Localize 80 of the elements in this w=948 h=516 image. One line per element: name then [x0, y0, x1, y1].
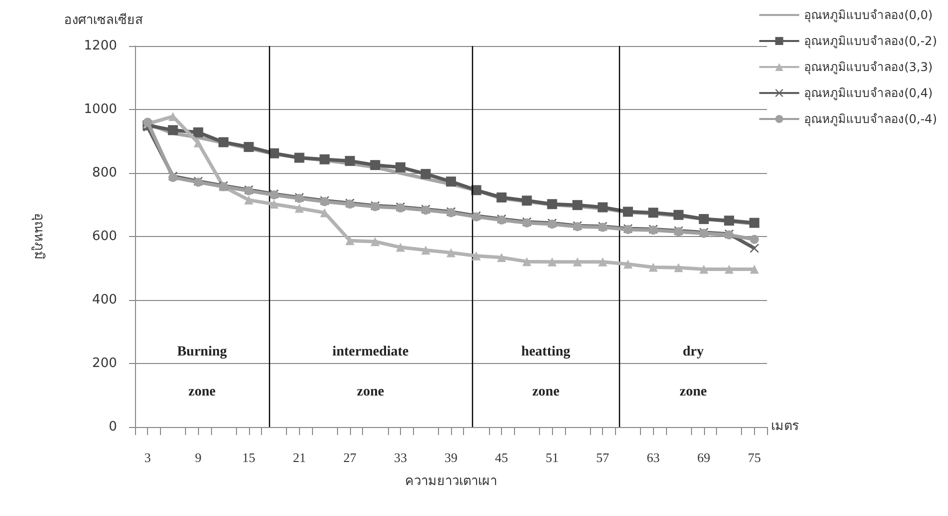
point	[270, 200, 279, 209]
point	[724, 216, 734, 226]
legend-label: อุณหภูมิแบบจำลอง(0,0)	[804, 8, 933, 23]
point	[547, 199, 558, 210]
x-tick-label: 69	[697, 450, 710, 465]
text: Burning zone	[177, 344, 227, 400]
point	[269, 148, 280, 158]
x-axis-title: ความยาวเตาเผา	[405, 474, 497, 489]
x-tick-label: 57	[596, 450, 610, 465]
point	[194, 138, 203, 148]
point	[294, 204, 304, 213]
legend-label: อุณหภูมิแบบจำลอง(0,-4)	[804, 112, 938, 127]
point	[548, 257, 557, 266]
y-tick-label: 200	[92, 356, 117, 371]
x-tick-label: 15	[242, 450, 256, 465]
text: intermediate zone	[332, 344, 409, 400]
point	[750, 234, 759, 244]
text: dry zone	[680, 344, 707, 400]
point	[446, 248, 456, 258]
point	[674, 263, 684, 272]
point	[598, 257, 608, 266]
x-tick-label: 75	[748, 450, 761, 465]
x-tick-label: 63	[646, 450, 660, 465]
point	[472, 251, 481, 260]
point	[446, 176, 456, 187]
x-tick-label: 21	[292, 450, 306, 465]
x-tick-label: 3	[144, 450, 151, 465]
legend-label: อุณหภูมิแบบจำลอง(0,4)	[804, 86, 933, 101]
point	[598, 202, 608, 212]
text: heatting zone	[521, 344, 570, 400]
point	[218, 137, 228, 148]
y-tick-label: 600	[92, 229, 117, 244]
x-tick-label: 51	[546, 450, 559, 465]
point	[168, 125, 178, 136]
x-tick-label: 27	[343, 450, 357, 465]
point	[572, 257, 582, 266]
point	[344, 156, 355, 166]
point	[648, 208, 658, 218]
point	[294, 152, 304, 163]
legend-label: อุณหภูมิแบบจำลอง(3,3)	[804, 60, 933, 75]
point	[496, 192, 507, 202]
point	[320, 154, 330, 164]
y-tick-label: 800	[92, 166, 117, 180]
point	[522, 257, 532, 266]
x-tick-label: 39	[444, 450, 458, 465]
point	[698, 214, 709, 224]
y-axis-title: อุณหภูมิ	[31, 213, 46, 260]
point	[370, 160, 380, 170]
point	[396, 242, 405, 252]
point	[370, 237, 380, 246]
text: องศาเซลเซียส	[64, 12, 143, 28]
y-tick-label: 1200	[84, 38, 117, 54]
point	[648, 262, 658, 272]
point	[420, 168, 431, 179]
y-tick-label: 400	[92, 292, 117, 308]
x-tick-label: 9	[194, 450, 202, 465]
y-tick-label: 1000	[84, 102, 117, 117]
point	[345, 236, 354, 246]
point	[750, 264, 759, 274]
point	[749, 218, 760, 228]
x-tick-label: 33	[394, 450, 407, 465]
point	[395, 162, 406, 172]
point	[622, 206, 633, 217]
point	[724, 264, 734, 274]
text: เมตร	[771, 419, 799, 434]
y-tick-label: 0	[108, 420, 117, 434]
point	[750, 244, 759, 253]
point	[471, 185, 482, 196]
point	[674, 210, 684, 220]
point	[522, 196, 532, 206]
point	[572, 200, 582, 210]
point	[193, 127, 204, 138]
point	[699, 264, 708, 274]
point	[623, 260, 632, 269]
x-tick-label: 45	[495, 450, 508, 465]
point	[421, 246, 430, 255]
point	[244, 195, 254, 204]
legend-label: อุณหภูมิแบบจำลอง(0,-2)	[804, 34, 938, 49]
point	[244, 142, 254, 152]
point	[497, 252, 506, 262]
